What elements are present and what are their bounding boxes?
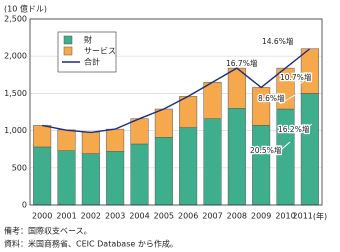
bar-segment bbox=[106, 151, 125, 206]
bar-segment bbox=[252, 125, 271, 206]
bar-segment bbox=[57, 129, 76, 151]
y-tick-label: 2,500 bbox=[4, 15, 27, 24]
x-tick-label: 2007 bbox=[202, 212, 222, 221]
bar-segment bbox=[130, 143, 149, 206]
bar-segment bbox=[57, 150, 76, 206]
annotation: 16.7%増 bbox=[226, 58, 257, 68]
bar-segment bbox=[300, 93, 319, 206]
plot-frame bbox=[29, 18, 323, 206]
bar-segment bbox=[203, 118, 222, 206]
y-tick-label: 1,000 bbox=[4, 126, 27, 135]
bar-segment bbox=[300, 48, 319, 94]
bar-segment bbox=[81, 131, 100, 154]
x-tick-label: 2006 bbox=[178, 212, 198, 221]
bar-segment bbox=[276, 108, 295, 206]
annotation-arrow bbox=[299, 73, 313, 85]
x-tick-label: 2009 bbox=[251, 212, 271, 221]
bar-segment bbox=[227, 67, 246, 109]
bar-segment bbox=[179, 96, 198, 128]
y-tick-label: 2,000 bbox=[4, 52, 27, 61]
total-line bbox=[42, 48, 311, 134]
annotation-arrow bbox=[273, 141, 291, 157]
legend-label: 合計 bbox=[84, 57, 100, 67]
x-tick-label: 2010 bbox=[275, 212, 295, 221]
bar-segment bbox=[106, 128, 125, 152]
bar-segment bbox=[227, 108, 246, 206]
x-tick-label: 2001 bbox=[56, 212, 76, 221]
note: 備考：国際収支ベース。 bbox=[4, 226, 92, 236]
annotation: 14.6%増 bbox=[262, 36, 293, 46]
annotation: 16.2%増 bbox=[278, 124, 309, 134]
x-tick-label: 2003 bbox=[105, 212, 125, 221]
annotation: 8.6%増 bbox=[258, 93, 285, 103]
x-unit: (年) bbox=[313, 211, 327, 221]
x-tick-label: 2002 bbox=[81, 212, 101, 221]
annotation-arrow bbox=[279, 91, 301, 105]
bar-segment bbox=[179, 127, 198, 206]
annotation-arrow bbox=[296, 123, 313, 137]
bar-segment bbox=[130, 118, 149, 145]
bar-segment bbox=[154, 108, 173, 138]
note: 資料：米国商務省、CEIC Database から作成。 bbox=[4, 239, 178, 249]
y-axis-label: (10 億ドル) bbox=[4, 4, 47, 14]
legend-label: サービス bbox=[84, 47, 116, 56]
bar-segment bbox=[154, 137, 173, 206]
legend-swatch bbox=[63, 35, 73, 45]
annotation-arrow bbox=[287, 40, 307, 48]
bar-segment bbox=[33, 146, 52, 206]
x-tick-label: 2004 bbox=[129, 212, 149, 221]
x-tick-label: 2011(年) bbox=[293, 211, 328, 221]
bar-segment bbox=[81, 153, 100, 206]
bar-segment bbox=[203, 81, 222, 119]
annotation: 20.5%増 bbox=[250, 145, 281, 155]
x-tick-label: 2008 bbox=[227, 212, 247, 221]
annotation-arrow bbox=[247, 69, 263, 79]
y-tick-label: 0 bbox=[22, 201, 27, 210]
x-tick-label: 2005 bbox=[154, 212, 174, 221]
bar-segment bbox=[33, 125, 52, 148]
y-tick-label: 500 bbox=[12, 163, 27, 172]
annotation: 10.7%増 bbox=[280, 72, 311, 82]
x-tick-label: 2000 bbox=[32, 212, 52, 221]
legend-label: 財 bbox=[84, 35, 92, 45]
legend-swatch bbox=[63, 46, 73, 56]
y-tick-label: 1,500 bbox=[4, 89, 27, 98]
